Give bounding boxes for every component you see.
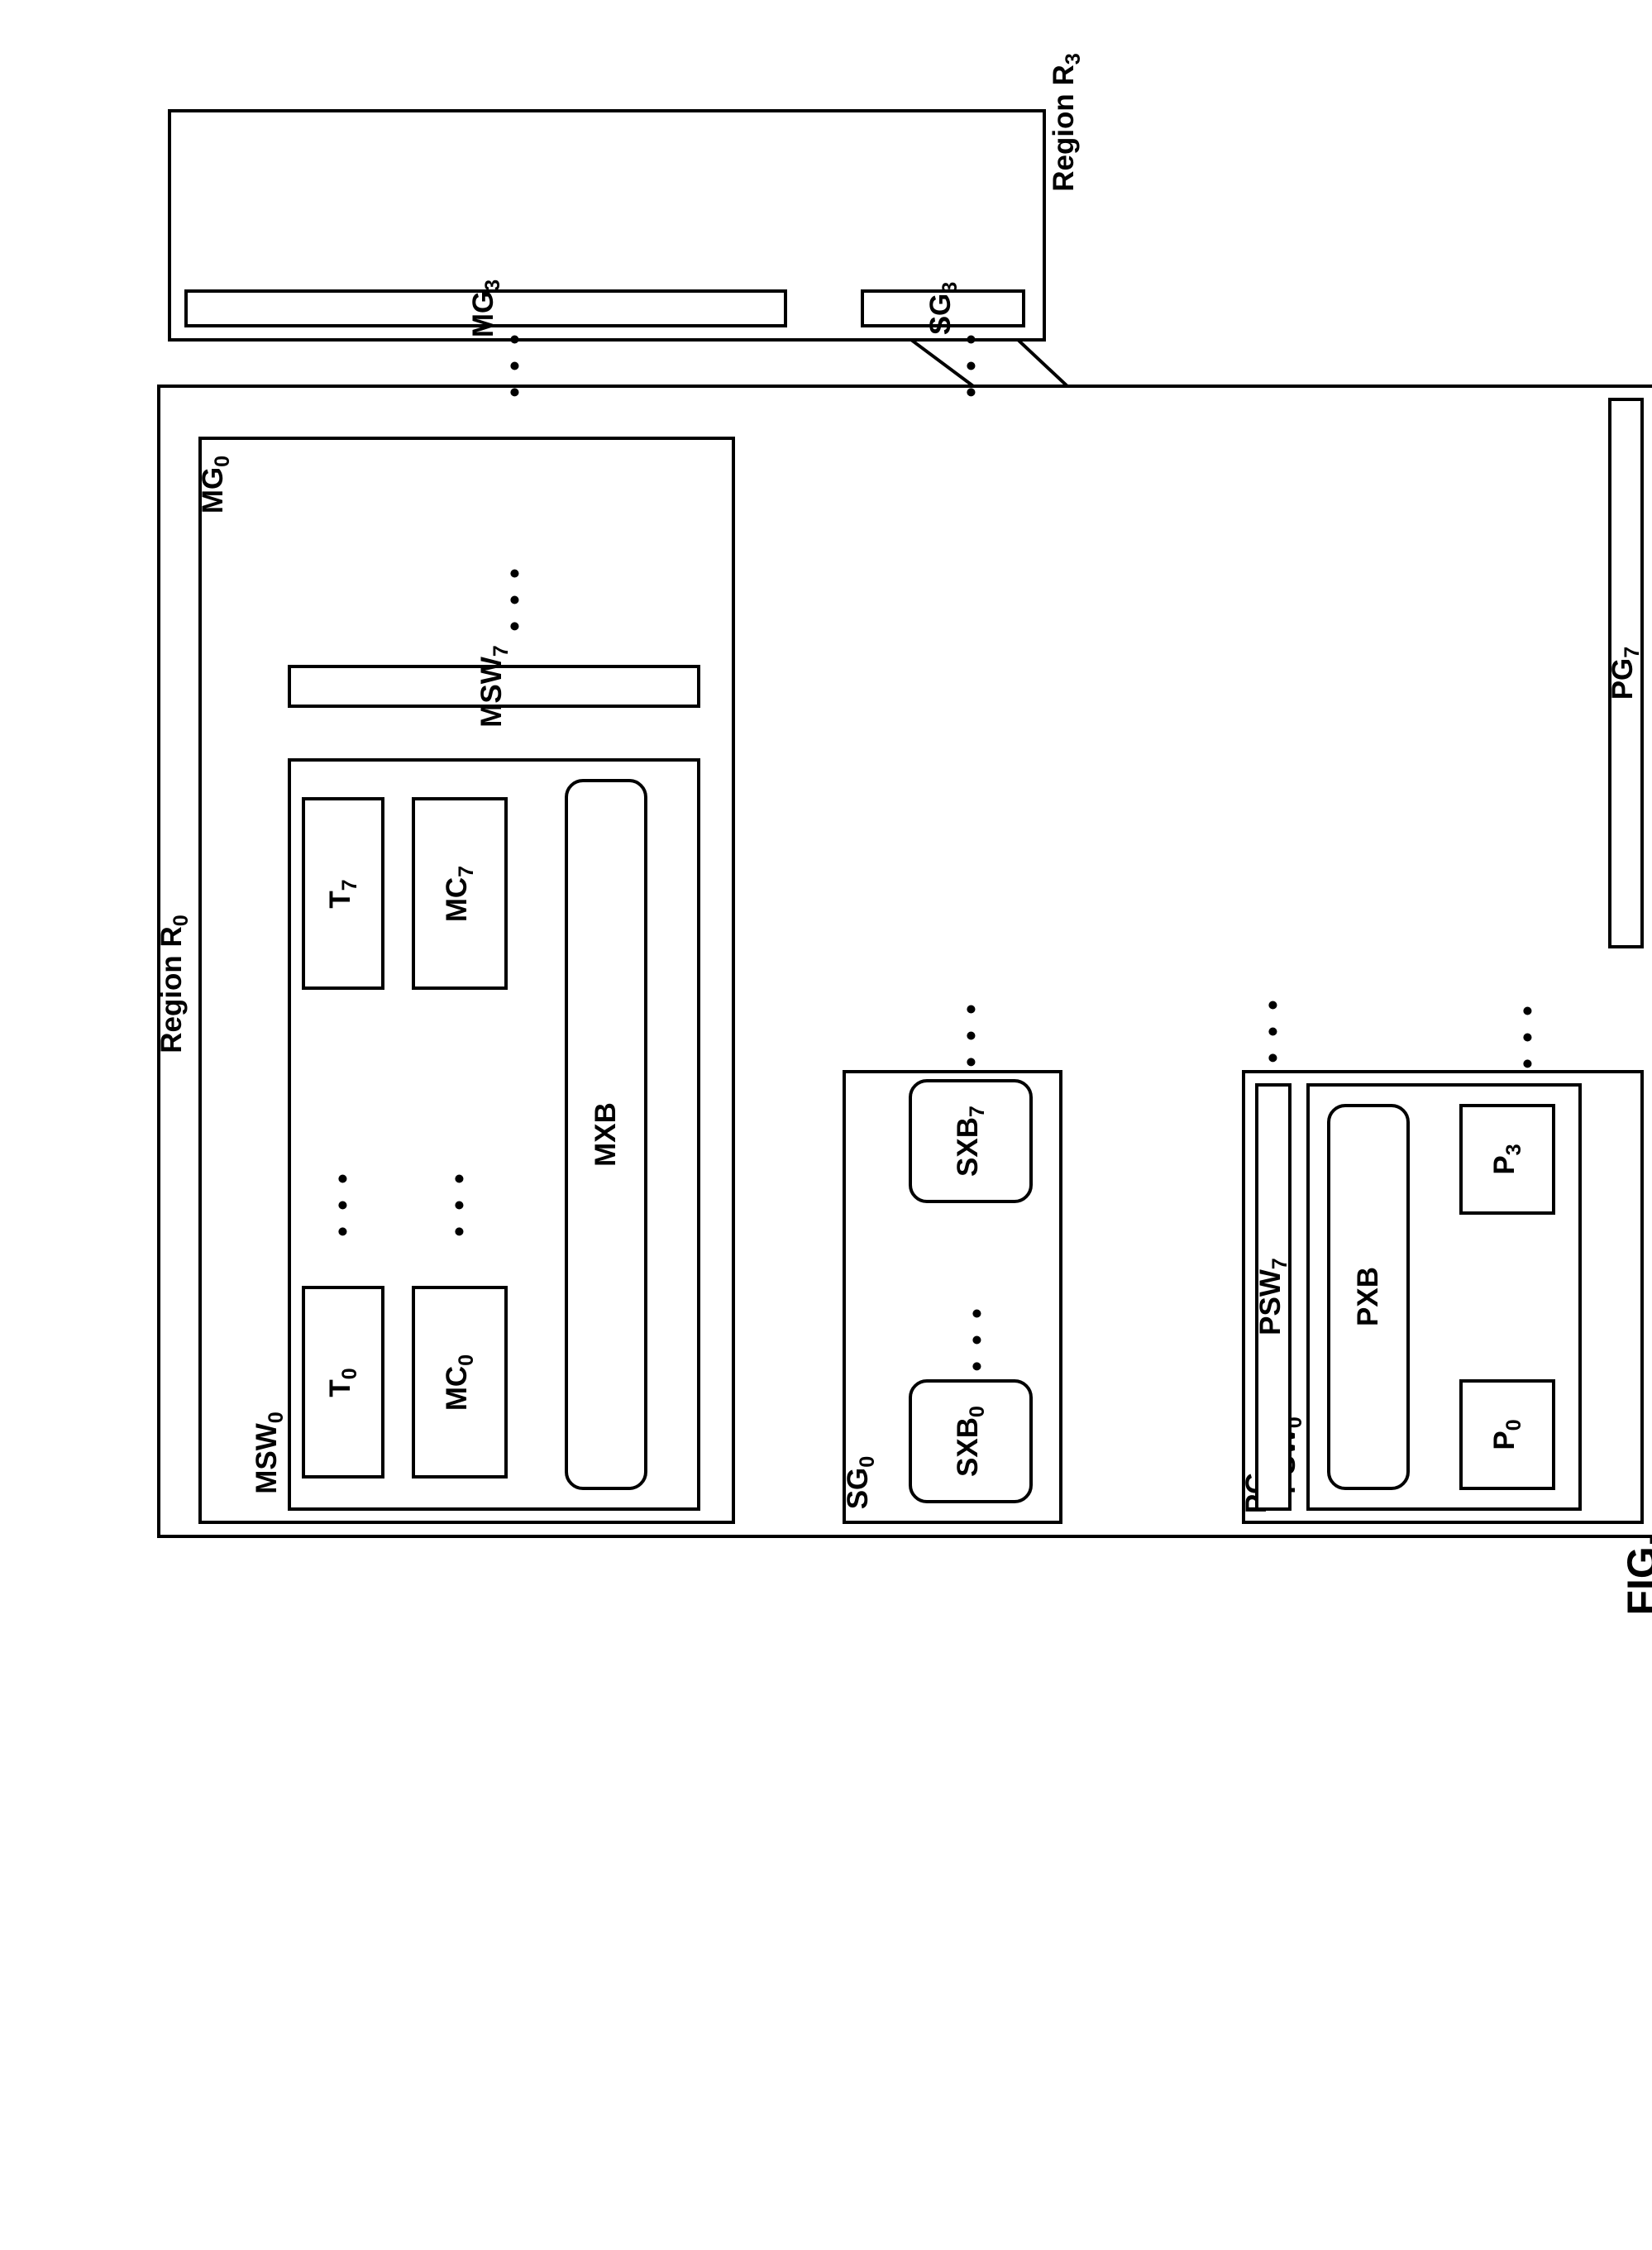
msw0-label: MSW0 — [251, 1412, 289, 1493]
psw7-label: PSW7 — [1254, 1259, 1292, 1336]
text: SXB — [952, 1417, 984, 1477]
mxb-label: MXB — [590, 1102, 623, 1167]
mc0-label: MC0 — [441, 1354, 479, 1411]
ellipsis: • • • — [499, 330, 532, 397]
t7-label: T7 — [324, 879, 362, 908]
text: PG — [1607, 658, 1639, 700]
sub: 0 — [169, 915, 193, 926]
text: MC — [441, 1366, 473, 1411]
ellipsis: • • • — [443, 1170, 476, 1237]
pg7-label: PG7 — [1607, 647, 1645, 700]
sub: 7 — [1268, 1259, 1292, 1270]
pxb-label: PXB — [1352, 1268, 1385, 1327]
sub: 0 — [265, 1412, 288, 1423]
sub: 0 — [856, 1456, 879, 1468]
diagram-canvas: Region R0 PG0 PSW0 PXB P0 P3 PSW7 SG0 SX… — [83, 33, 1569, 2028]
text: PSW — [1254, 1270, 1287, 1336]
sg3-label: SG3 — [924, 282, 962, 336]
text: T — [324, 1379, 356, 1397]
text: P — [1488, 1155, 1521, 1174]
text: MSW — [251, 1423, 283, 1493]
sxb0-label: SXB0 — [952, 1406, 990, 1477]
ellipsis: • • • — [955, 330, 988, 397]
sub: 3 — [938, 282, 962, 294]
sg0-label: SG0 — [842, 1456, 880, 1510]
sub: 7 — [1621, 647, 1644, 658]
text: MC — [441, 877, 473, 921]
sub: 0 — [455, 1354, 478, 1366]
ellipsis: • • • — [961, 1305, 994, 1372]
text: Region R — [155, 926, 188, 1053]
sub: 0 — [338, 1368, 361, 1379]
sub: 0 — [1502, 1419, 1525, 1431]
sxb7-label: SXB7 — [952, 1106, 990, 1177]
text: MXB — [590, 1102, 622, 1167]
text: MSW — [475, 657, 508, 727]
ellipsis: • • • — [1257, 996, 1290, 1063]
sub: 7 — [455, 865, 478, 877]
t0-label: T0 — [324, 1368, 362, 1397]
sub: 0 — [211, 456, 234, 467]
mg0-label: MG0 — [197, 456, 235, 514]
region-r0-label: Region R0 — [155, 915, 193, 1053]
mc7-label: MC7 — [441, 865, 479, 921]
text: SG — [842, 1468, 874, 1510]
figure-caption: FIG. 1 — [1618, 1535, 1652, 1615]
msw7-label: MSW7 — [475, 645, 513, 727]
sub: 3 — [1062, 54, 1085, 65]
sub: 7 — [338, 879, 361, 891]
sub: 7 — [966, 1106, 989, 1117]
p0-label: P0 — [1488, 1419, 1526, 1450]
sub: 3 — [481, 279, 504, 291]
sub: 0 — [966, 1406, 989, 1417]
sub: 7 — [489, 645, 513, 657]
p3-label: P3 — [1488, 1144, 1526, 1174]
ellipsis: • • • — [327, 1170, 360, 1237]
ellipsis: • • • — [499, 564, 532, 631]
text: MG — [197, 467, 229, 514]
text: SG — [924, 294, 957, 336]
ellipsis: • • • — [955, 1001, 988, 1068]
text: Region R — [1048, 65, 1080, 192]
sub: 3 — [1502, 1144, 1525, 1155]
text: PXB — [1352, 1268, 1384, 1327]
text: MG — [467, 291, 499, 337]
text: SXB — [952, 1117, 984, 1177]
mg3-label: MG3 — [467, 279, 505, 337]
text: P — [1488, 1431, 1521, 1450]
region-r3-label: Region R3 — [1048, 54, 1086, 192]
ellipsis: • • • — [1511, 1002, 1545, 1069]
text: T — [324, 891, 356, 908]
